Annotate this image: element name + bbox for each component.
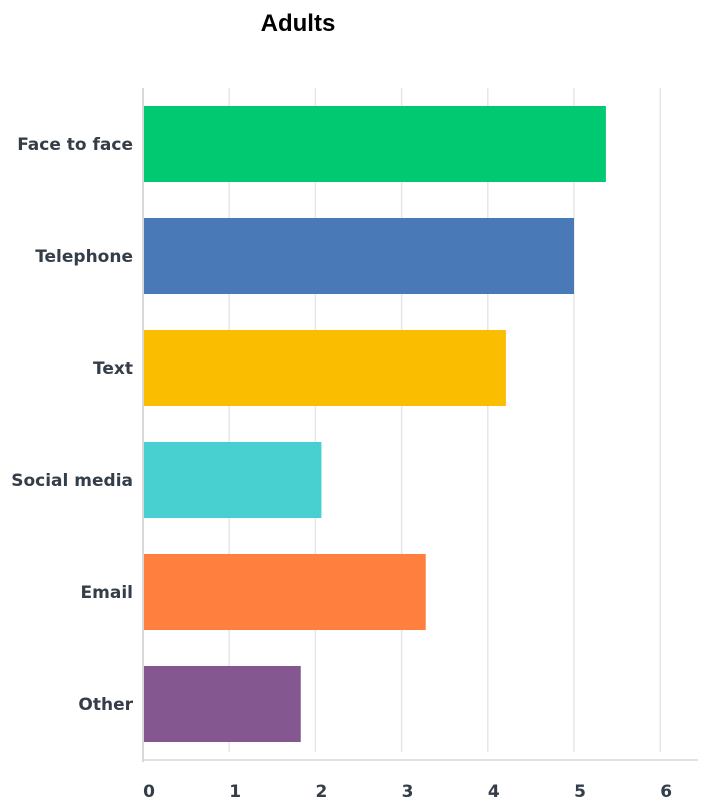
x-tick-label-5: 5 xyxy=(574,782,586,801)
x-tick-label-2: 2 xyxy=(315,782,327,801)
x-tick-label-1: 1 xyxy=(229,782,241,801)
chart-title: Adults xyxy=(260,10,336,37)
bar-text xyxy=(144,330,506,406)
x-tick-label-6: 6 xyxy=(660,782,672,801)
bar-email xyxy=(144,554,426,630)
gridlines xyxy=(228,88,661,752)
category-label-text: Text xyxy=(93,359,133,379)
bars xyxy=(144,106,606,742)
bar-social-media xyxy=(144,442,322,518)
bar-other xyxy=(144,666,301,742)
category-label-social-media: Social media xyxy=(11,471,133,491)
category-label-telephone: Telephone xyxy=(35,247,133,267)
x-tick-label-3: 3 xyxy=(402,782,414,801)
x-tick-label-0: 0 xyxy=(143,782,155,801)
x-tick-label-4: 4 xyxy=(488,782,500,801)
category-label-email: Email xyxy=(81,583,133,603)
category-label-other: Other xyxy=(78,695,133,715)
labels: 0 1 2 3 4 5 6 Face to face Telephone Text Social m… xyxy=(11,135,672,801)
axes xyxy=(142,88,698,762)
category-label-face-to-face: Face to face xyxy=(17,135,133,155)
bar-face-to-face xyxy=(144,106,606,182)
bar-telephone xyxy=(144,218,574,294)
